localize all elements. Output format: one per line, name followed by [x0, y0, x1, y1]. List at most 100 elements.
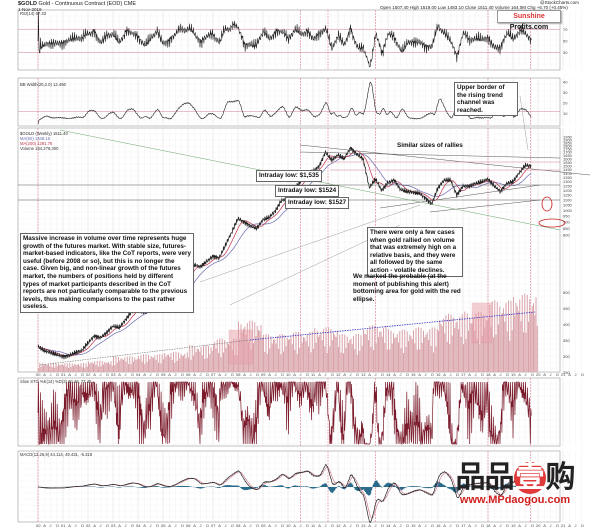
volume-bar — [180, 353, 182, 372]
volume-tick-label: 400 — [563, 322, 570, 327]
macd-histogram-bar — [496, 487, 498, 490]
macd-histogram-bar — [351, 484, 353, 487]
macd-histogram-bar — [355, 487, 357, 490]
volume-bar — [359, 350, 361, 372]
volume-bar — [284, 335, 286, 372]
macd-histogram-bar — [151, 486, 153, 487]
macd-histogram-bar — [300, 486, 302, 487]
macd-histogram-bar — [237, 485, 239, 487]
volume-bar — [43, 365, 44, 372]
volume-bar — [213, 344, 214, 372]
macd-histogram-bar — [199, 487, 200, 489]
volume-bar — [225, 347, 227, 372]
volume-bar — [146, 361, 148, 372]
volume-bar — [160, 363, 162, 372]
macd-histogram-bar — [142, 487, 144, 488]
x-tick-month: O — [456, 372, 459, 377]
macd-histogram-bar — [282, 485, 284, 487]
macd-histogram-bar — [141, 487, 143, 488]
x-tick-month: A — [468, 372, 471, 377]
macd-histogram-bar — [200, 487, 201, 489]
intraday-low-2: Intraday low: $1524 — [275, 185, 340, 197]
macd-histogram-bar — [186, 485, 187, 487]
x-tick-label: 00 — [36, 372, 41, 377]
x-tick-month: A — [118, 523, 121, 528]
volume-bar — [285, 346, 287, 372]
x-tick-month: A — [243, 372, 246, 377]
x-tick-month: O — [131, 523, 134, 528]
volume-bar — [201, 355, 203, 372]
macd-histogram-bar — [236, 485, 237, 487]
macd-histogram-bar — [202, 487, 204, 488]
macd-histogram-bar — [356, 487, 358, 491]
x-tick-month: A — [43, 372, 46, 377]
macd-histogram-bar — [307, 486, 309, 487]
macd-histogram-bar — [496, 487, 498, 490]
volume-bar — [466, 313, 468, 372]
macd-histogram-bar — [431, 487, 433, 488]
macd-histogram-bar — [499, 487, 501, 489]
macd-histogram-bar — [416, 486, 418, 487]
macd-histogram-bar — [378, 483, 380, 487]
macd-histogram-bar — [411, 486, 412, 487]
volume-bar — [324, 346, 326, 372]
volume-bar — [259, 331, 261, 372]
x-tick-month: J — [350, 372, 352, 377]
volume-bar — [99, 360, 101, 372]
macd-histogram-bar — [430, 487, 432, 488]
macd-histogram-bar — [140, 487, 142, 488]
macd-histogram-bar — [400, 487, 401, 491]
macd-histogram-bar — [182, 486, 184, 487]
macd-histogram-bar — [202, 487, 204, 488]
macd-histogram-bar — [291, 485, 293, 487]
x-tick-month: A — [518, 523, 521, 528]
volume-bar — [448, 313, 449, 372]
macd-histogram-bar — [338, 485, 340, 487]
macd-histogram-bar — [425, 487, 427, 488]
macd-histogram-bar — [476, 486, 478, 487]
x-tick-month: A — [543, 523, 546, 528]
volume-bar — [460, 336, 462, 372]
macd-histogram-bar — [251, 487, 253, 489]
x-tick-month: A — [218, 523, 221, 528]
x-tick-month: A — [68, 372, 71, 377]
macd-histogram-bar — [406, 486, 408, 487]
macd-histogram-bar — [503, 485, 505, 487]
macd-histogram-bar — [223, 486, 224, 487]
macd-histogram-bar — [309, 487, 311, 489]
volume-bar — [281, 333, 283, 372]
macd-histogram-bar — [248, 487, 249, 490]
volume-bar — [446, 341, 448, 372]
macd-histogram-bar — [143, 487, 145, 488]
macd-histogram-bar — [229, 485, 231, 487]
macd-histogram-bar — [322, 484, 324, 487]
macd-histogram-bar — [511, 485, 512, 487]
volume-bar — [305, 341, 307, 372]
macd-histogram-bar — [281, 485, 283, 487]
x-tick-month: J — [125, 523, 127, 528]
macd-histogram-bar — [361, 487, 362, 491]
volume-bar — [531, 306, 533, 372]
x-tick-month: J — [525, 523, 527, 528]
macd-histogram-bar — [457, 487, 459, 493]
x-tick-month: O — [231, 523, 234, 528]
volume-rally-note: There were only a few cases when gold ra… — [367, 227, 463, 277]
x-tick-label: 13 — [361, 523, 366, 528]
macd-histogram-bar — [456, 487, 458, 494]
macd-histogram-bar — [175, 486, 177, 487]
macd-histogram-bar — [451, 487, 453, 491]
volume-bar — [79, 365, 81, 372]
macd-histogram-bar — [278, 485, 280, 487]
volume-bar — [108, 361, 109, 372]
volume-bar — [469, 317, 471, 372]
volume-bar — [178, 352, 179, 372]
macd-histogram-bar — [166, 487, 168, 488]
macd-histogram-bar — [326, 485, 328, 487]
macd-histogram-bar — [489, 487, 491, 488]
macd-histogram-bar — [277, 485, 279, 487]
macd-histogram-bar — [245, 487, 247, 491]
volume-bar — [468, 330, 469, 372]
macd-histogram-bar — [349, 483, 351, 487]
macd-histogram-bar — [242, 487, 244, 490]
macd-histogram-bar — [216, 487, 218, 488]
